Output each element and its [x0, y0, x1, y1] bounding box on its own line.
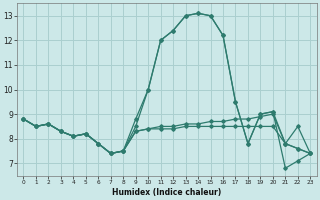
X-axis label: Humidex (Indice chaleur): Humidex (Indice chaleur) [112, 188, 221, 197]
